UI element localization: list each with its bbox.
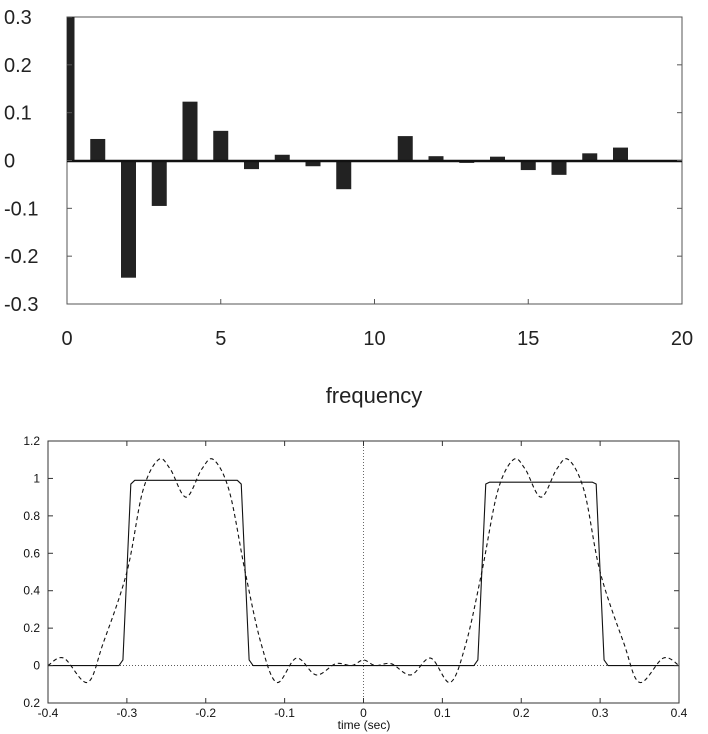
bottom-y-tick-label: 0.4 xyxy=(23,584,40,598)
bar-2 xyxy=(121,160,136,278)
bottom-x-tick-label: -0.2 xyxy=(195,706,216,720)
bottom-x-tick-label: -0.1 xyxy=(274,706,295,720)
bottom-x-tick-label: 0.2 xyxy=(513,706,530,720)
top-x-axis-label: frequency xyxy=(326,383,423,408)
bottom-y-tick-label: 0.2 xyxy=(23,696,40,710)
top-x-tick-label: 10 xyxy=(363,328,385,350)
bottom-x-tick-label: -0.3 xyxy=(117,706,138,720)
bar-7 xyxy=(274,154,290,161)
bar-16 xyxy=(551,160,567,175)
bottom-y-tick-label: 1.2 xyxy=(23,434,40,448)
top-x-tick-label: 20 xyxy=(671,328,693,350)
bottom-x-ticks: -0.4 -0.3 -0.2 -0.1 0 0.1 0.2 0.3 0.4 xyxy=(38,441,688,720)
top-x-tick-label: 5 xyxy=(215,328,226,350)
top-bars xyxy=(67,17,628,278)
bar-1 xyxy=(90,138,106,161)
bottom-x-tick-label: -0.4 xyxy=(38,706,59,720)
bar-12 xyxy=(428,156,444,161)
top-y-ticks: 0.3 0.2 0.1 0 -0.1 -0.2 -0.3 xyxy=(4,7,682,316)
top-y-tick-label: 0.1 xyxy=(4,103,32,125)
bar-11 xyxy=(397,136,413,161)
bar-18 xyxy=(613,147,628,161)
bottom-x-tick-label: 0.3 xyxy=(592,706,609,720)
top-y-tick-label: -0.1 xyxy=(4,198,38,220)
bar-0 xyxy=(67,17,75,161)
solid-series-line xyxy=(48,479,679,667)
top-y-tick-label: -0.2 xyxy=(4,246,38,268)
bar-5 xyxy=(213,130,229,161)
bottom-x-axis-label: time (sec) xyxy=(338,718,391,732)
bottom-x-tick-label: 0 xyxy=(360,706,367,720)
top-x-tick-label: 15 xyxy=(517,328,539,350)
top-y-tick-label: -0.3 xyxy=(4,294,38,316)
bottom-series xyxy=(47,458,680,683)
bottom-y-ticks: 1.2 1 0.8 0.6 0.4 0.2 0 0.2 xyxy=(23,434,679,710)
frequency-bar-chart: 0.3 0.2 0.1 0 -0.1 -0.2 -0.3 0 5 10 15 20 frequenc… xyxy=(4,7,693,408)
time-signal-chart: 1.2 1 0.8 0.6 0.4 0.2 0 0.2 -0.4 -0.3 -0.2 -0.1 0 0.… xyxy=(23,434,687,732)
dashed-series-line xyxy=(47,458,680,683)
bar-4 xyxy=(182,101,198,161)
bar-3 xyxy=(151,160,167,206)
top-x-tick-label: 0 xyxy=(61,328,72,350)
bottom-y-tick-label: 1 xyxy=(33,471,40,485)
bottom-y-tick-label: 0.6 xyxy=(23,546,40,560)
bottom-x-tick-label: 0.4 xyxy=(671,706,688,720)
bottom-y-tick-label: 0 xyxy=(33,659,40,673)
top-y-tick-label: 0.3 xyxy=(4,7,32,29)
bar-15 xyxy=(520,160,536,171)
bar-6 xyxy=(244,160,259,170)
bar-14 xyxy=(490,156,505,161)
top-y-tick-label: 0 xyxy=(4,151,15,173)
bottom-y-tick-label: 0.8 xyxy=(23,509,40,523)
bar-8 xyxy=(305,160,321,167)
bar-9 xyxy=(336,160,352,190)
bottom-x-tick-label: 0.1 xyxy=(434,706,451,720)
bar-17 xyxy=(582,153,598,161)
top-x-ticks: 0 5 10 15 20 xyxy=(61,299,693,350)
top-y-tick-label: 0.2 xyxy=(4,55,32,77)
bottom-y-tick-label: 0.2 xyxy=(23,621,40,635)
